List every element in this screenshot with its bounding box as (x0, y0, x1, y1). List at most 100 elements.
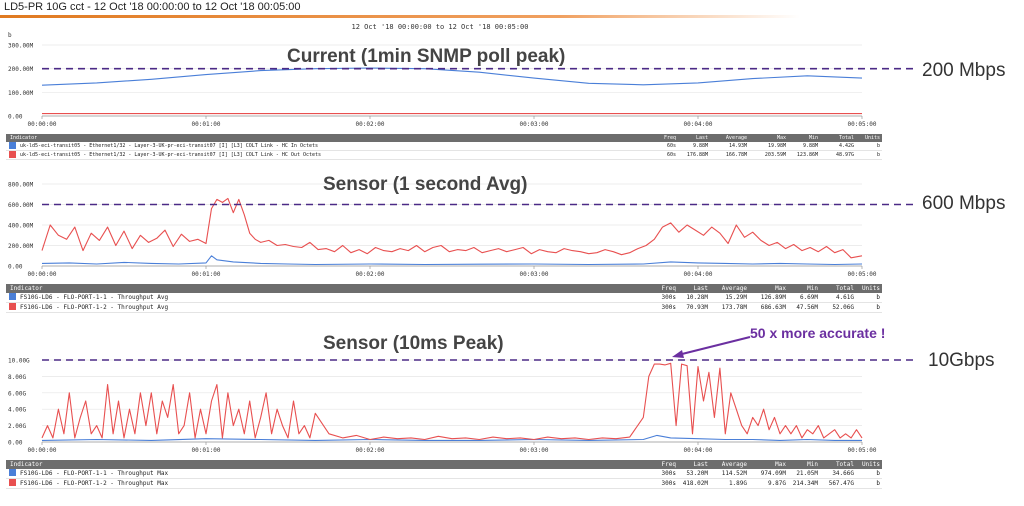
row-max: 686.63M (760, 304, 786, 311)
row-freq: 300s (661, 480, 676, 487)
x-tick-label: 00:00:00 (28, 271, 57, 278)
y-tick-label: 800.00M (8, 182, 34, 189)
series-swatch-red (9, 151, 16, 158)
x-tick-label: 00:01:00 (192, 447, 221, 454)
chart-title-sensor-10ms: Sensor (10ms Peak) (323, 333, 504, 354)
col-units: Units (864, 135, 880, 141)
annotation-arrow (672, 336, 751, 358)
y-tick-label: 4.00G (8, 407, 26, 414)
table-header: Indicator Freq Last Average Max Min Tota… (6, 134, 882, 142)
col-total: Total (835, 461, 854, 468)
arrow-head (672, 350, 684, 358)
row-units: b (876, 152, 880, 158)
x-tick-label: 00:00:00 (28, 447, 57, 454)
indicator-table-sensor-10ms: Indicator Freq Last Average Max Min Tota… (6, 460, 882, 489)
row-units: b (876, 143, 880, 149)
row-max: 19.98M (767, 143, 786, 149)
x-tick-label: 00:02:00 (356, 271, 385, 278)
ref-label-600mbps: 600 Mbps (922, 193, 1006, 214)
table-row[interactable]: uk-ld5-eci-transit05 - Ethernet1/32 - La… (6, 151, 882, 160)
x-tick-label: 00:04:00 (684, 271, 713, 278)
chart-sensor-10ms: 0.00 2.00G 4.00G 6.00G 8.00G 10.00G 00:00:00 00… (8, 358, 915, 454)
col-last: Last (695, 135, 708, 141)
annotation-text: 50 x more accurate ! (750, 325, 886, 341)
series-swatch-red (9, 303, 16, 310)
row-units: b (876, 480, 880, 487)
row-freq: 300s (661, 304, 676, 311)
row-indicator: FS10G-LD6 - FLO-PORT-1-2 - Throughput Av… (20, 304, 169, 311)
col-min: Min (807, 461, 818, 468)
x-tick-label: 00:02:00 (356, 121, 385, 128)
series-line-in (41, 67, 863, 86)
row-min: 6.69M (799, 294, 818, 301)
ref-label-200mbps: 200 Mbps (922, 60, 1006, 81)
y-tick-label: 8.00G (8, 374, 26, 381)
x-tick-label: 00:00:00 (28, 121, 57, 128)
table-row[interactable]: FS10G-LD6 - FLO-PORT-1-1 - Throughput Ma… (6, 469, 882, 479)
row-last: 70.93M (686, 304, 708, 311)
row-freq: 60s (666, 143, 676, 149)
x-tick-label: 00:01:00 (192, 271, 221, 278)
col-freq: Freq (663, 135, 676, 141)
table-header: Indicator Freq Last Average Max Min Tota… (6, 460, 882, 469)
row-max: 974.09M (760, 470, 786, 477)
row-indicator: uk-ld5-eci-transit05 - Ethernet1/32 - La… (20, 143, 319, 149)
row-max: 9.87G (767, 480, 786, 487)
time-range-subtitle: 12 Oct '18 00:00:00 to 12 Oct '18 00:05:… (351, 23, 529, 31)
row-last: 418.02M (682, 480, 708, 487)
x-tick-label: 00:04:00 (684, 121, 713, 128)
table-row[interactable]: uk-ld5-eci-transit05 - Ethernet1/32 - La… (6, 142, 882, 151)
row-indicator: FS10G-LD6 - FLO-PORT-1-2 - Throughput Ma… (20, 480, 169, 487)
x-tick-label: 00:01:00 (192, 121, 221, 128)
row-last: 53.20M (686, 470, 708, 477)
report-title: LD5-PR 10G cct - 12 Oct '18 00:00:00 to … (4, 1, 301, 13)
table-row[interactable]: FS10G-LD6 - FLO-PORT-1-2 - Throughput Av… (6, 303, 882, 313)
x-tick-label: 00:03:00 (520, 271, 549, 278)
col-units: Units (861, 285, 880, 292)
row-total: 567.47G (828, 480, 854, 487)
x-tick-label: 00:02:00 (356, 447, 385, 454)
series-swatch-blue (9, 142, 16, 149)
col-average: Average (721, 461, 747, 468)
chart-title-current: Current (1min SNMP poll peak) (287, 46, 566, 67)
row-average: 114.52M (721, 470, 747, 477)
row-average: 1.89G (728, 480, 747, 487)
col-max: Max (775, 285, 786, 292)
col-total: Total (835, 285, 854, 292)
col-last: Last (693, 461, 708, 468)
row-min: 123.86M (796, 152, 818, 158)
unit-label: b (8, 32, 12, 39)
col-last: Last (693, 285, 708, 292)
table-header: Indicator Freq Last Average Max Min Tota… (6, 284, 882, 293)
row-last: 10.28M (686, 294, 708, 301)
row-indicator: FS10G-LD6 - FLO-PORT-1-1 - Throughput Ma… (20, 470, 169, 477)
table-row[interactable]: FS10G-LD6 - FLO-PORT-1-2 - Throughput Ma… (6, 479, 882, 489)
series-swatch-red (9, 479, 16, 486)
indicator-table-current: Indicator Freq Last Average Max Min Tota… (6, 134, 882, 160)
y-tick-label: 300.00M (8, 43, 34, 50)
row-min: 47.56M (796, 304, 818, 311)
row-total: 52.06G (832, 304, 854, 311)
row-indicator: FS10G-LD6 - FLO-PORT-1-1 - Throughput Av… (20, 294, 169, 301)
col-freq: Freq (661, 285, 676, 292)
x-tick-label: 00:05:00 (848, 447, 877, 454)
x-tick-label: 00:04:00 (684, 447, 713, 454)
col-max: Max (775, 461, 786, 468)
row-total: 4.61G (835, 294, 854, 301)
table-row[interactable]: FS10G-LD6 - FLO-PORT-1-1 - Throughput Av… (6, 293, 882, 303)
x-tick-label: 00:03:00 (520, 447, 549, 454)
x-tick-label: 00:03:00 (520, 121, 549, 128)
col-min: Min (808, 135, 818, 141)
row-last: 176.88M (686, 152, 708, 158)
col-total: Total (838, 135, 854, 141)
x-tick-label: 00:05:00 (848, 121, 877, 128)
series-line-out (41, 197, 863, 259)
row-total: 48.97G (835, 152, 854, 158)
col-indicator: Indicator (10, 461, 43, 468)
row-min: 214.34M (792, 480, 818, 487)
row-total: 34.66G (832, 470, 854, 477)
ref-label-10gbps: 10Gbps (928, 350, 995, 371)
y-tick-label: 0.00 (8, 440, 23, 447)
series-swatch-blue (9, 469, 16, 476)
series-line-in (41, 255, 863, 266)
